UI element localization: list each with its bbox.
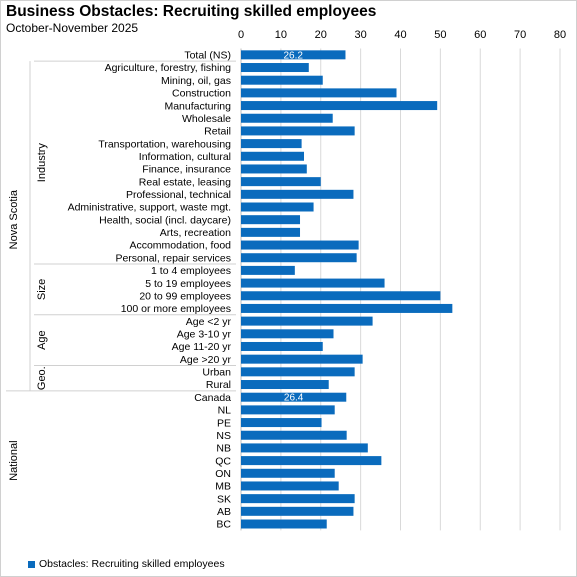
bar	[241, 494, 355, 504]
bar	[241, 88, 397, 98]
category-label: Age 3-10 yr	[177, 329, 232, 341]
category-label: Construction	[172, 88, 231, 100]
bar	[241, 367, 355, 377]
bar	[241, 303, 453, 313]
group-label: Size	[36, 279, 48, 300]
bar	[241, 151, 305, 161]
x-tick-label: 10	[275, 29, 287, 41]
x-tick-label: 0	[238, 29, 244, 41]
category-label: Wholesale	[182, 113, 231, 125]
bar	[241, 468, 335, 478]
bar	[241, 139, 302, 149]
category-label: Administrative, support, waste mgt.	[68, 202, 231, 214]
bar	[241, 101, 438, 111]
x-tick-label: 50	[434, 29, 446, 41]
category-label: Age <2 yr	[186, 316, 232, 328]
category-label: NL	[218, 405, 232, 417]
bar	[241, 506, 354, 516]
category-label: NB	[216, 443, 231, 455]
bar	[241, 354, 363, 364]
category-label: Information, cultural	[139, 151, 231, 163]
bar	[241, 392, 347, 402]
category-label: 100 or more employees	[121, 303, 231, 315]
category-label: ON	[215, 468, 231, 480]
bar	[241, 418, 322, 428]
bar	[241, 430, 347, 440]
bar	[241, 278, 385, 288]
bar	[241, 481, 339, 491]
legend-label: Obstacles: Recruiting skilled employees	[39, 558, 225, 570]
category-label: Accommodation, food	[129, 240, 231, 252]
x-tick-label: 30	[355, 29, 367, 41]
x-tick-label: 70	[514, 29, 526, 41]
bar	[241, 164, 307, 174]
category-label: Urban	[202, 367, 231, 379]
group-label: Geo.	[36, 366, 48, 390]
category-label: 5 to 19 employees	[145, 278, 231, 290]
bar	[241, 329, 334, 339]
category-label: Professional, technical	[126, 189, 231, 201]
category-label: Agriculture, forestry, fishing	[105, 62, 232, 74]
chart-subtitle: October-November 2025	[6, 21, 139, 35]
bar	[241, 291, 441, 301]
group-label: Age	[36, 330, 48, 350]
category-label: Arts, recreation	[160, 227, 231, 239]
x-tick-label: 20	[315, 29, 327, 41]
bar	[241, 316, 373, 326]
legend: Obstacles: Recruiting skilled employees	[28, 558, 225, 570]
outer-group-label: Nova Scotia	[8, 189, 20, 249]
category-label: 20 to 99 employees	[139, 290, 231, 302]
category-label: Mining, oil, gas	[161, 75, 231, 87]
x-tick-label: 60	[474, 29, 486, 41]
bar	[241, 265, 295, 275]
chart-title: Business Obstacles: Recruiting skilled e…	[6, 3, 377, 20]
bar	[241, 113, 333, 123]
bar	[241, 253, 357, 263]
bar	[241, 341, 323, 351]
category-label: Health, social (incl. daycare)	[99, 214, 231, 226]
category-label: Age >20 yr	[180, 354, 232, 366]
bar	[241, 519, 327, 529]
group-label: Industry	[36, 143, 48, 183]
category-label: AB	[217, 506, 231, 518]
data-label: 26.2	[284, 50, 304, 61]
category-label: SK	[217, 493, 231, 505]
category-label: Total (NS)	[184, 50, 231, 62]
bar	[241, 215, 301, 225]
bar	[241, 50, 346, 60]
category-label: Personal, repair services	[115, 252, 231, 264]
category-label: Rural	[206, 379, 231, 391]
category-label: Canada	[194, 392, 231, 404]
legend-swatch	[28, 560, 35, 568]
category-label: NS	[216, 430, 231, 442]
category-label: QC	[215, 455, 231, 467]
category-label: PE	[217, 417, 231, 429]
category-label: Manufacturing	[164, 100, 231, 112]
bar	[241, 75, 323, 85]
bar	[241, 456, 382, 466]
bar	[241, 126, 355, 136]
category-label: Retail	[204, 126, 231, 138]
bar	[241, 202, 314, 212]
bar	[241, 443, 368, 453]
bar	[241, 63, 309, 73]
bar	[241, 227, 301, 237]
category-label: Transportation, warehousing	[98, 138, 231, 150]
category-label: Finance, insurance	[142, 164, 231, 176]
bar	[241, 177, 321, 187]
bar	[241, 240, 359, 250]
category-label: BC	[216, 519, 231, 531]
category-label: Real estate, leasing	[139, 176, 231, 188]
category-label: Age 11-20 yr	[172, 341, 232, 353]
x-tick-label: 80	[554, 29, 566, 41]
category-label: MB	[215, 481, 231, 493]
x-tick-label: 40	[394, 29, 406, 41]
category-label: 1 to 4 employees	[151, 265, 231, 277]
outer-group-label: National	[8, 440, 20, 480]
bar	[241, 380, 329, 390]
bar	[241, 405, 335, 415]
data-label: 26.4	[284, 393, 304, 404]
bar	[241, 189, 354, 199]
